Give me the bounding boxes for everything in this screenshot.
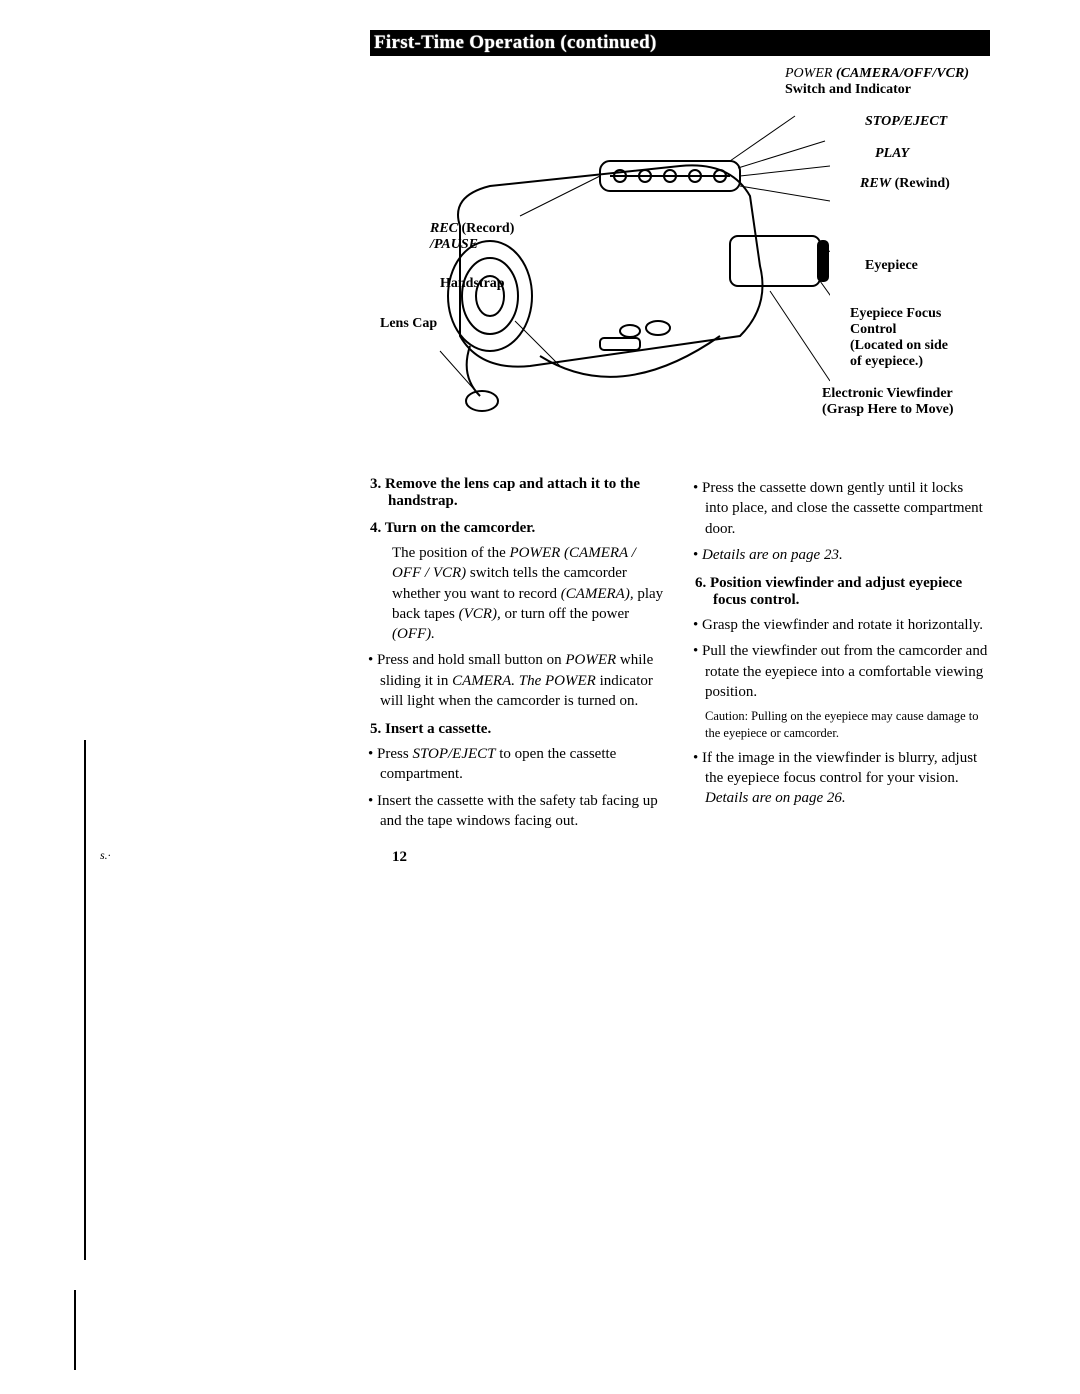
step-5-head: 5. Insert a cassette. [370, 721, 665, 738]
camcorder-diagram: POWER (CAMERA/OFF/VCR) Switch and Indica… [370, 66, 990, 446]
step-5-bullets-cont: Press the cassette down gently until it … [695, 478, 990, 565]
label-eyepiece: Eyepiece [865, 258, 918, 274]
camcorder-illustration [400, 106, 830, 426]
label-handstrap: Handstrap [440, 276, 505, 292]
label-play: PLAY [875, 146, 909, 162]
label-evf: Electronic Viewfinder (Grasp Here to Mov… [822, 386, 1022, 418]
step-6-bullet-3: If the image in the viewfinder is blurry… [705, 748, 990, 809]
step-5-bullet-3: Press the cassette down gently until it … [705, 478, 990, 539]
step-4-head: 4. Turn on the camcorder. [370, 520, 665, 537]
page-number: 12 [392, 849, 665, 866]
section-header: First-Time Operation (continued) [370, 30, 990, 56]
label-eyepiece-focus: Eyepiece Focus Control (Located on side … [850, 306, 1010, 370]
label-power: POWER (CAMERA/OFF/VCR) Switch and Indica… [785, 66, 1015, 98]
step-6-caution: Caution: Pulling on the eyepiece may cau… [705, 708, 990, 742]
right-column: Press the cassette down gently until it … [695, 466, 990, 866]
step-5-bullet-2: Insert the cassette with the safety tab … [380, 791, 665, 832]
left-column: 3. Remove the lens cap and attach it to … [370, 466, 665, 866]
label-rew: REW (Rewind) [860, 176, 950, 192]
step-6-bullet-1: Grasp the viewfinder and rotate it horiz… [705, 615, 990, 635]
left-margin-rule-2 [74, 1290, 76, 1370]
manual-page: First-Time Operation (continued) [370, 30, 990, 866]
instruction-columns: 3. Remove the lens cap and attach it to … [370, 466, 990, 866]
step-3-head: 3. Remove the lens cap and attach it to … [370, 476, 665, 510]
step-4-body: The position of the POWER (CAMERA / OFF … [392, 543, 665, 644]
step-5-bullet-1: Press STOP/EJECT to open the cassette co… [380, 744, 665, 785]
step-6-bullets: Grasp the viewfinder and rotate it horiz… [695, 615, 990, 702]
label-rec-pause: REC (Record) /PAUSE [430, 221, 514, 253]
step-5-bullet-4: Details are on page 23. [705, 545, 990, 565]
step-4-bullets: Press and hold small button on POWER whi… [370, 650, 665, 711]
label-lens-cap: Lens Cap [380, 316, 437, 332]
step-6-bullet-2: Pull the viewfinder out from the camcord… [705, 641, 990, 702]
step-5-bullets: Press STOP/EJECT to open the cassette co… [370, 744, 665, 831]
step-6-head: 6. Position viewfinder and adjust eyepie… [695, 575, 990, 609]
left-margin-rule [84, 740, 86, 1260]
stray-mark: s.· [100, 848, 111, 863]
step-4-bullet-1: Press and hold small button on POWER whi… [380, 650, 665, 711]
step-6-bullets-2: If the image in the viewfinder is blurry… [695, 748, 990, 809]
label-stop-eject: STOP/EJECT [865, 114, 947, 130]
